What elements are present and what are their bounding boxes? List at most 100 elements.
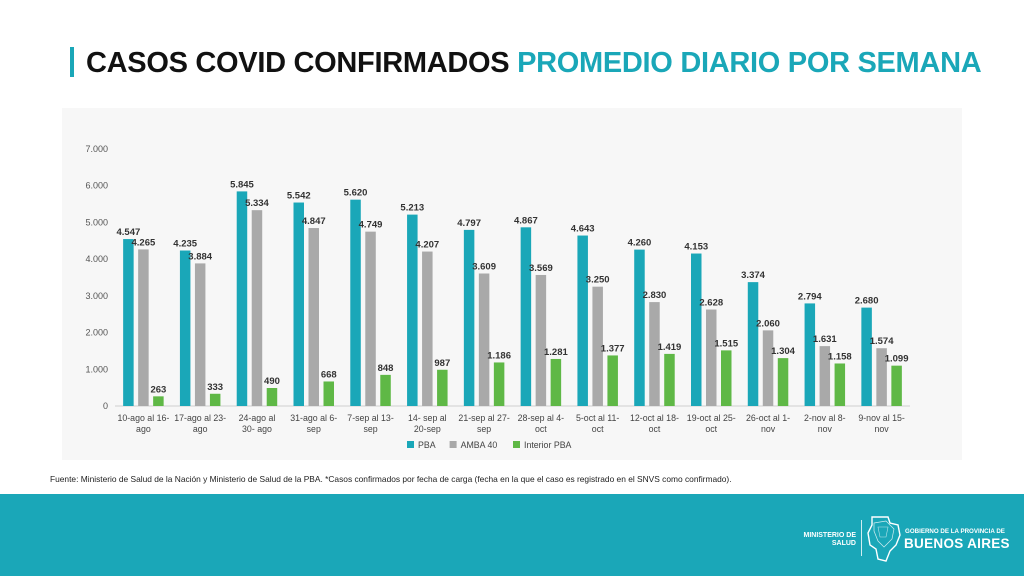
- bar-amba-40: [706, 309, 717, 406]
- data-label: 263: [150, 384, 166, 395]
- legend-label: AMBA 40: [461, 440, 498, 450]
- data-label: 1.515: [714, 338, 738, 349]
- x-tick-label: 24-ago al: [239, 413, 276, 423]
- y-tick-label: 6.000: [85, 181, 108, 191]
- bar-amba-40: [535, 274, 547, 406]
- bar-interior-pba: [493, 362, 505, 406]
- ministry-line2: SALUD: [831, 540, 856, 547]
- data-label: 5.334: [245, 198, 269, 209]
- bar-pba: [577, 235, 588, 406]
- data-label: 3.609: [472, 261, 496, 272]
- data-label: 1.186: [487, 350, 511, 361]
- data-label: 987: [434, 358, 450, 369]
- data-label: 333: [207, 382, 223, 393]
- x-tick-label: 5-oct al 11-: [576, 413, 619, 423]
- title-main: CASOS COVID CONFIRMADOS: [86, 47, 510, 79]
- bar-pba: [747, 282, 759, 406]
- data-label: 4.207: [415, 240, 439, 251]
- bar-amba-40: [365, 231, 376, 406]
- bar-pba: [236, 191, 248, 406]
- bar-interior-pba: [607, 355, 618, 406]
- data-label: 4.797: [457, 218, 481, 229]
- gov-line1: GOBIERNO DE LA PROVINCIA DE: [905, 528, 1005, 535]
- data-label: 4.867: [514, 215, 538, 226]
- data-label: 2.680: [855, 296, 879, 307]
- bar-amba-40: [649, 302, 660, 406]
- bar-amba-40: [876, 348, 887, 406]
- page-title: CASOS COVID CONFIRMADOS PROMEDIO DIARIO …: [86, 45, 982, 81]
- x-tick-label: oct: [592, 424, 604, 434]
- data-label: 3.250: [586, 275, 610, 286]
- logo-divider: [861, 520, 862, 556]
- data-label: 5.845: [230, 179, 254, 190]
- data-label: 4.547: [117, 227, 141, 238]
- x-tick-label: 28-sep al 4-: [518, 413, 565, 423]
- x-tick-label: 19-oct al 25-: [687, 413, 736, 423]
- x-tick-label: 17-ago al 23-: [174, 413, 226, 423]
- data-label: 5.213: [400, 203, 424, 214]
- bar-pba: [407, 214, 418, 406]
- x-tick-label: 20-sep: [414, 424, 441, 434]
- data-label: 1.419: [658, 342, 682, 353]
- data-label: 4.847: [302, 216, 326, 227]
- bar-interior-pba: [891, 365, 902, 406]
- chart-panel: 0 1.000 2.000 3.000 4.000 5.000 6.000 7.000 4.54…: [62, 108, 962, 460]
- x-tick-label: 21-sep al 27-: [458, 413, 509, 423]
- bar-pba: [691, 253, 702, 406]
- data-label: 4.749: [359, 220, 383, 231]
- x-tick-label: oct: [535, 424, 547, 434]
- bar-pba: [463, 229, 475, 406]
- data-label: 668: [321, 369, 337, 380]
- bar-pba: [293, 202, 304, 406]
- title-accent: PROMEDIO DIARIO POR SEMANA: [517, 47, 982, 79]
- x-tick-label: 30- ago: [242, 424, 272, 434]
- bar-interior-pba: [721, 350, 732, 406]
- bar-interior-pba: [323, 381, 334, 406]
- y-tick-label: 5.000: [85, 217, 108, 227]
- x-tick-label: 14- sep al: [408, 413, 447, 423]
- data-label: 2.060: [756, 318, 780, 329]
- data-label: 4.235: [173, 239, 197, 250]
- data-label: 1.304: [771, 346, 795, 357]
- x-tick-label: 9-nov al 15-: [858, 413, 905, 423]
- y-tick-label: 4.000: [85, 254, 108, 264]
- legend-swatch: [449, 441, 457, 448]
- data-label: 4.265: [132, 237, 156, 248]
- data-label: 4.153: [684, 242, 708, 253]
- legend-swatch: [407, 441, 414, 448]
- footer-band: [0, 494, 1024, 576]
- bar-pba: [179, 250, 191, 406]
- y-tick-label: 2.000: [85, 328, 108, 338]
- bar-interior-pba: [664, 353, 675, 406]
- x-tick-label: 10-ago al 16-: [117, 413, 169, 423]
- bar-interior-pba: [550, 358, 562, 406]
- bar-interior-pba: [380, 374, 391, 406]
- y-tick-label: 7.000: [85, 144, 108, 154]
- data-label: 490: [264, 376, 280, 387]
- x-tick-label: 31-ago al 6-: [290, 413, 337, 423]
- x-tick-label: nov: [875, 424, 890, 434]
- source-note: Fuente: Ministerio de Salud de la Nación…: [50, 474, 732, 484]
- x-tick-label: oct: [649, 424, 661, 434]
- x-tick-label: 26-oct al 1-: [746, 413, 790, 423]
- data-label: 2.794: [798, 291, 822, 302]
- y-tick-label: 3.000: [85, 291, 108, 301]
- bar-interior-pba: [834, 363, 846, 406]
- x-tick-label: 12-oct al 18-: [630, 413, 679, 423]
- legend-swatch: [513, 441, 520, 448]
- bar-amba-40: [422, 251, 433, 406]
- x-tick-label: ago: [136, 424, 151, 434]
- x-tick-label: 2-nov al 8-: [804, 413, 846, 423]
- bar-amba-40: [194, 263, 206, 406]
- data-label: 1.158: [828, 351, 852, 362]
- x-tick-label: sep: [363, 424, 377, 434]
- title-accent-bar: [70, 47, 74, 77]
- x-tick-label: oct: [705, 424, 717, 434]
- bar-amba-40: [138, 249, 149, 406]
- bar-amba-40: [819, 346, 831, 406]
- data-label: 1.631: [813, 334, 837, 345]
- x-tick-label: sep: [307, 424, 321, 434]
- bar-amba-40: [478, 273, 490, 406]
- data-label: 2.830: [643, 290, 667, 301]
- data-label: 5.620: [344, 188, 368, 199]
